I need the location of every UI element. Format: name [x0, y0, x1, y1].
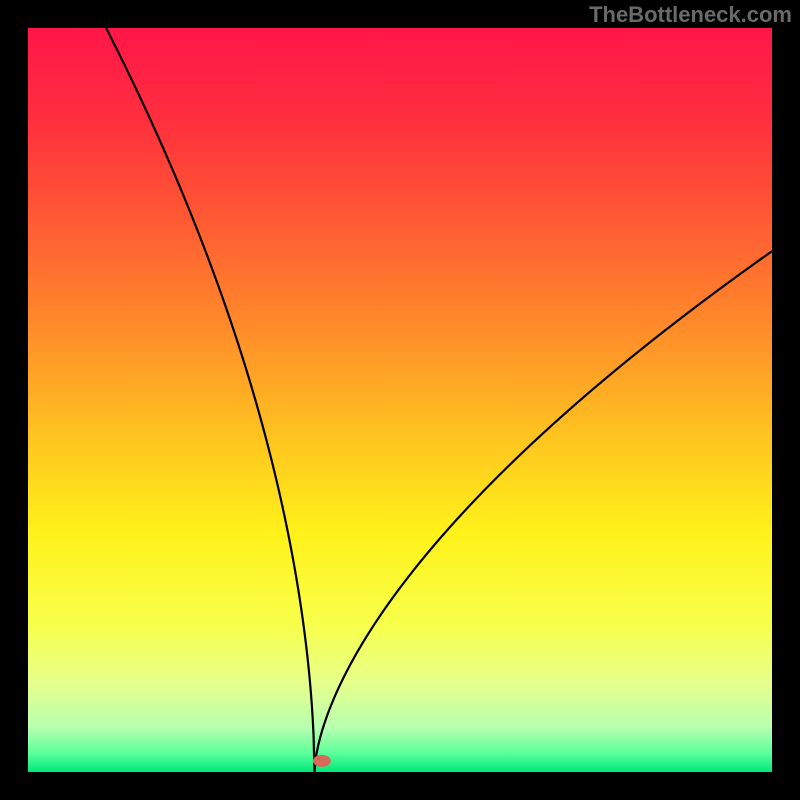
vertex-marker — [313, 755, 331, 767]
chart-container: TheBottleneck.com — [0, 0, 800, 800]
bottleneck-chart — [0, 0, 800, 800]
watermark-text: TheBottleneck.com — [589, 2, 792, 28]
plot-background — [28, 28, 772, 772]
